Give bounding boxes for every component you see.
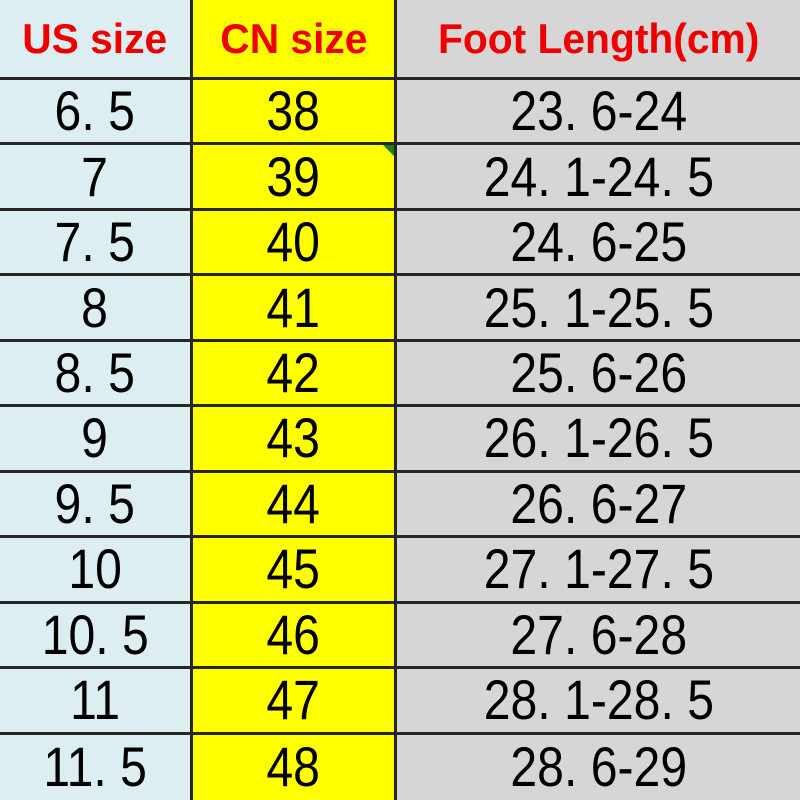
green-corner-marker xyxy=(383,145,394,157)
cn-size-value: 47 xyxy=(266,668,321,732)
us-size-value: 9 xyxy=(81,406,109,470)
foot-length-value: 24. 1-24. 5 xyxy=(483,144,714,208)
cn-size-value: 44 xyxy=(266,471,321,535)
us-size-value: 6. 5 xyxy=(54,79,136,143)
table-row: 11 47 28. 1-28. 5 xyxy=(0,668,800,735)
us-size-value: 9. 5 xyxy=(54,471,136,535)
header-foot-length: Foot Length(cm) xyxy=(397,0,800,80)
us-size-cell: 6. 5 xyxy=(0,79,193,146)
cn-size-cell: 38 xyxy=(193,79,397,146)
us-size-cell: 9. 5 xyxy=(0,471,193,539)
us-size-value: 11 xyxy=(69,668,120,732)
us-size-cell: 11 xyxy=(0,668,193,735)
header-us-size: US size xyxy=(0,0,193,80)
foot-length-cell: 27. 6-28 xyxy=(397,602,800,670)
header-foot-length-label: Foot Length(cm) xyxy=(437,14,760,62)
table-row: 8. 5 42 25. 6-26 xyxy=(0,341,800,408)
us-size-value: 7. 5 xyxy=(54,210,136,274)
cn-size-value: 46 xyxy=(266,602,321,666)
cn-size-value: 48 xyxy=(266,735,321,799)
us-size-cell: 7. 5 xyxy=(0,210,193,277)
cn-size-cell: 44 xyxy=(193,471,397,539)
cn-size-cell: 39 xyxy=(193,144,397,211)
cn-size-cell: 46 xyxy=(193,602,397,670)
foot-length-cell: 25. 6-26 xyxy=(397,341,800,408)
table-row: 7. 5 40 24. 6-25 xyxy=(0,210,800,277)
foot-length-cell: 24. 6-25 xyxy=(397,210,800,277)
foot-length-value: 26. 6-27 xyxy=(510,471,687,535)
header-cn-size-label: CN size xyxy=(219,14,368,62)
table-header-row: US size CN size Foot Length(cm) xyxy=(0,0,800,80)
header-cn-size: CN size xyxy=(193,0,397,80)
foot-length-value: 24. 6-25 xyxy=(510,210,687,274)
table-row: 11. 5 48 28. 6-29 xyxy=(0,734,800,800)
foot-length-cell: 27. 1-27. 5 xyxy=(397,537,800,604)
us-size-cell: 9 xyxy=(0,406,193,473)
table-row: 8 41 25. 1-25. 5 xyxy=(0,275,800,342)
us-size-value: 11. 5 xyxy=(43,735,147,799)
header-us-size-label: US size xyxy=(22,14,168,62)
foot-length-cell: 26. 6-27 xyxy=(397,471,800,539)
table-row: 7 39 24. 1-24. 5 xyxy=(0,144,800,211)
foot-length-value: 28. 6-29 xyxy=(510,735,687,799)
us-size-cell: 10 xyxy=(0,537,193,604)
foot-length-cell: 25. 1-25. 5 xyxy=(397,275,800,342)
us-size-cell: 8. 5 xyxy=(0,341,193,408)
cn-size-cell: 48 xyxy=(193,734,397,800)
table-row: 10. 5 46 27. 6-28 xyxy=(0,602,800,670)
us-size-value: 10. 5 xyxy=(41,602,149,666)
table-row: 6. 5 38 23. 6-24 xyxy=(0,79,800,146)
cn-size-cell: 47 xyxy=(193,668,397,735)
cn-size-value: 45 xyxy=(266,537,321,601)
table-row: 9 43 26. 1-26. 5 xyxy=(0,406,800,473)
cn-size-value: 39 xyxy=(266,144,321,208)
us-size-cell: 7 xyxy=(0,144,193,211)
cn-size-cell: 41 xyxy=(193,275,397,342)
foot-length-value: 28. 1-28. 5 xyxy=(483,668,714,732)
us-size-value: 8. 5 xyxy=(54,341,136,405)
table-row: 10 45 27. 1-27. 5 xyxy=(0,537,800,604)
cn-size-cell: 43 xyxy=(193,406,397,473)
foot-length-value: 27. 6-28 xyxy=(510,602,687,666)
table-row: 9. 5 44 26. 6-27 xyxy=(0,471,800,539)
us-size-cell: 8 xyxy=(0,275,193,342)
us-size-value: 7 xyxy=(81,144,109,208)
us-size-cell: 10. 5 xyxy=(0,602,193,670)
us-size-cell: 11. 5 xyxy=(0,734,193,800)
foot-length-value: 23. 6-24 xyxy=(510,79,687,143)
foot-length-value: 25. 6-26 xyxy=(510,341,687,405)
cn-size-value: 42 xyxy=(266,341,321,405)
cn-size-cell: 40 xyxy=(193,210,397,277)
foot-length-cell: 23. 6-24 xyxy=(397,79,800,146)
us-size-value: 8 xyxy=(81,275,109,339)
foot-length-cell: 28. 6-29 xyxy=(397,734,800,800)
foot-length-cell: 24. 1-24. 5 xyxy=(397,144,800,211)
cn-size-cell: 45 xyxy=(193,537,397,604)
foot-length-value: 25. 1-25. 5 xyxy=(483,275,714,339)
cn-size-cell: 42 xyxy=(193,341,397,408)
foot-length-value: 27. 1-27. 5 xyxy=(483,537,714,601)
cn-size-value: 41 xyxy=(266,275,321,339)
us-size-value: 10 xyxy=(68,537,122,601)
foot-length-cell: 26. 1-26. 5 xyxy=(397,406,800,473)
cn-size-value: 43 xyxy=(266,406,321,470)
cn-size-value: 40 xyxy=(266,210,321,274)
foot-length-value: 26. 1-26. 5 xyxy=(483,406,714,470)
foot-length-cell: 28. 1-28. 5 xyxy=(397,668,800,735)
cn-size-value: 38 xyxy=(266,79,321,143)
